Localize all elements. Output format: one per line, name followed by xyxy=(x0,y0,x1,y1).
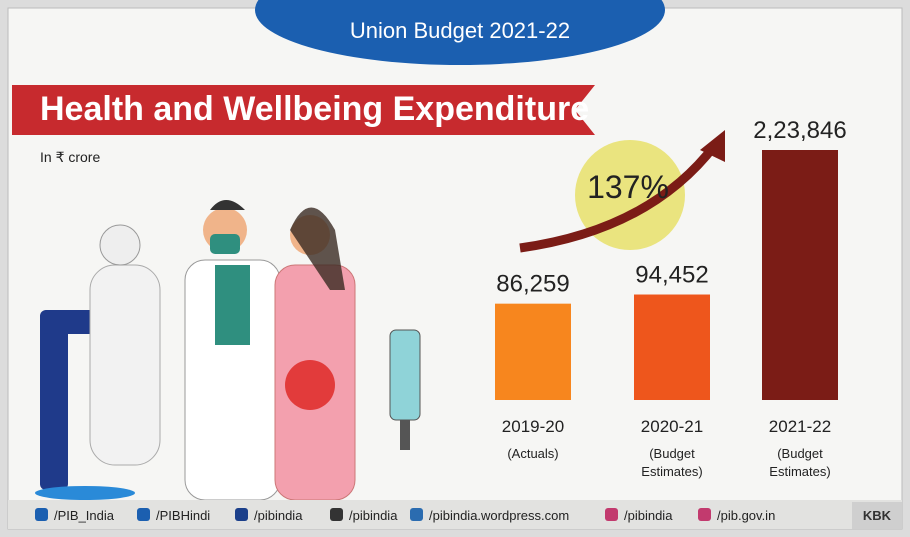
category-note: (Budget Estimates) xyxy=(769,446,831,479)
social-icon xyxy=(137,508,150,521)
growth-arrow xyxy=(519,142,719,253)
category-label: 2019-20 xyxy=(502,417,564,436)
footer-link: /pib.gov.in xyxy=(717,508,775,523)
social-icon xyxy=(410,508,423,521)
annotation: 137% xyxy=(587,169,669,205)
bar xyxy=(634,294,710,400)
social-icon xyxy=(330,508,343,521)
arrow-head xyxy=(700,130,725,162)
footer-link: /pibindia.wordpress.com xyxy=(429,508,569,523)
credit: KBK xyxy=(863,508,892,523)
header: Union Budget 2021-22 xyxy=(350,18,570,43)
footer-link: /pibindia xyxy=(624,508,673,523)
category-note: (Actuals) xyxy=(507,446,559,461)
bar xyxy=(762,150,838,400)
title-banner xyxy=(12,85,595,135)
footer-bar xyxy=(8,500,902,529)
social-icon xyxy=(698,508,711,521)
header-badge xyxy=(255,0,665,65)
social-icon xyxy=(35,508,48,521)
chart-title: Health and Wellbeing Expenditure xyxy=(40,90,589,128)
social-icon xyxy=(605,508,618,521)
footer-link: /PIB_India xyxy=(54,508,115,523)
value-label: 2,23,846 xyxy=(753,117,846,144)
footer-link: /pibindia xyxy=(254,508,303,523)
subtitle: In ₹ crore xyxy=(40,149,100,165)
footer-link: /PIBHindi xyxy=(156,508,210,523)
category-label: 2021-22 xyxy=(769,417,831,436)
value-label: 94,452 xyxy=(635,262,708,289)
social-icon xyxy=(235,508,248,521)
bar xyxy=(495,303,571,400)
footer-link: /pibindia xyxy=(349,508,398,523)
highlight-circle xyxy=(575,140,685,250)
credit-box xyxy=(852,502,902,529)
category-label: 2020-21 xyxy=(641,417,703,436)
category-note: (Budget Estimates) xyxy=(641,446,703,479)
illustration xyxy=(35,200,421,501)
value-label: 86,259 xyxy=(496,271,569,298)
